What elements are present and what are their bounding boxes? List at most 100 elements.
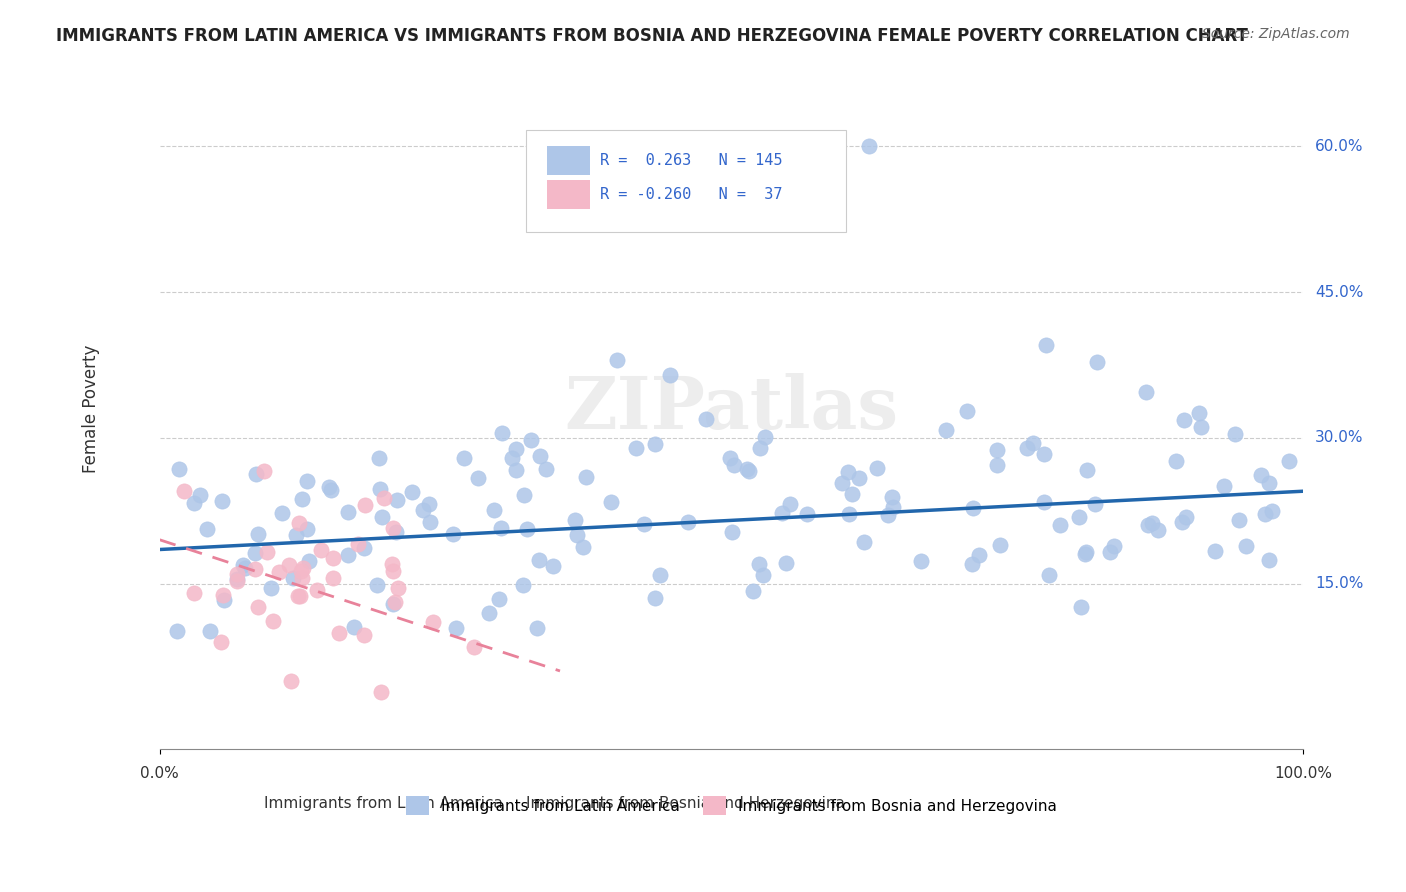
Point [225,572,247,586]
Point [1033,446,1056,460]
Point [1015,441,1038,455]
Point [246,599,269,614]
Point [1021,436,1043,450]
Point [600,494,623,508]
Point [346,536,368,550]
Point [288,516,311,531]
Point [491,425,513,440]
Point [738,464,761,478]
Point [387,492,409,507]
Point [644,591,666,606]
Point [658,368,681,383]
Point [336,548,359,562]
Point [1212,478,1234,492]
Point [1049,517,1071,532]
Point [322,551,344,566]
Point [343,620,366,634]
Point [353,541,375,556]
Point [1171,515,1194,529]
Point [1227,513,1250,527]
Point [478,606,501,620]
Point [298,554,321,568]
FancyBboxPatch shape [547,146,589,175]
Point [752,567,775,582]
Point [520,433,543,447]
Point [1258,475,1281,490]
Point [775,556,797,570]
Point [505,463,527,477]
Point [488,592,510,607]
Point [463,640,485,654]
Point [852,535,875,549]
Point [489,521,512,535]
Point [243,546,266,560]
Point [225,574,247,589]
Point [245,562,267,576]
Point [211,588,233,602]
Point [988,538,1011,552]
Point [624,441,647,455]
Point [371,510,394,524]
Point [986,458,1008,473]
Point [1234,539,1257,553]
Point [1223,426,1246,441]
Point [226,567,249,582]
Point [779,497,801,511]
Text: 100.0%: 100.0% [1274,765,1333,780]
Point [1204,544,1226,558]
Point [526,621,548,635]
Point [382,521,405,535]
Point [501,450,523,465]
Point [1087,355,1109,369]
Point [572,541,595,555]
Point [1140,516,1163,531]
Point [482,503,505,517]
Point [633,516,655,531]
Point [387,581,409,595]
Point [183,496,205,510]
Point [1076,545,1098,559]
Point [173,483,195,498]
Point [962,501,984,516]
Point [247,527,270,541]
Point [1038,568,1060,582]
FancyBboxPatch shape [526,129,846,232]
Point [512,578,534,592]
Text: R = -0.260   N =  37: R = -0.260 N = 37 [600,186,783,202]
Text: Source: ZipAtlas.com: Source: ZipAtlas.com [1202,27,1350,41]
Point [252,464,274,478]
Point [1076,463,1098,477]
Point [1174,509,1197,524]
Point [695,412,717,426]
Point [212,592,235,607]
Text: Female Poverty: Female Poverty [82,344,100,473]
Point [1033,495,1056,509]
Point [880,490,903,504]
Point [309,542,332,557]
Point [288,590,311,604]
Point [858,139,880,153]
Point [534,462,557,476]
Point [967,548,990,562]
Point [291,571,314,585]
Point [882,500,904,514]
Point [1250,467,1272,482]
Point [575,470,598,484]
Point [422,615,444,629]
Point [270,506,292,520]
Point [290,565,312,579]
Point [529,449,551,463]
Point [382,597,405,611]
Point [233,561,256,575]
Point [453,451,475,466]
Point [209,635,232,649]
Point [1069,509,1091,524]
FancyBboxPatch shape [547,180,589,209]
Point [283,571,305,585]
Point [650,568,672,582]
Text: 45.0%: 45.0% [1315,285,1364,300]
Point [370,685,392,699]
Point [232,558,254,573]
Point [444,621,467,635]
Point [260,581,283,595]
